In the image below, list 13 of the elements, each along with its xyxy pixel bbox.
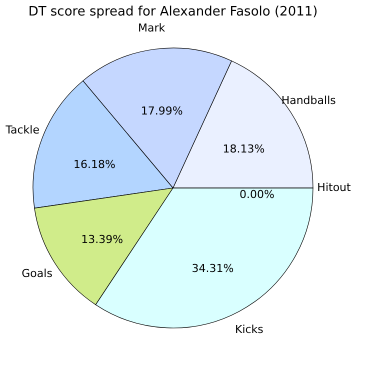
chart-title: DT score spread for Alexander Fasolo (2011) (28, 4, 318, 20)
data-label: 17.99% (140, 104, 183, 118)
slice-label: Goals (22, 267, 53, 280)
data-label: 34.31% (192, 262, 234, 275)
slice-label: Tackle (4, 124, 40, 137)
slice-label: Mark (138, 21, 166, 34)
slice-label: Kicks (234, 322, 264, 336)
data-label: 18.13% (222, 142, 265, 156)
slice-label: Handballs (281, 94, 336, 108)
category-label: Hitout (317, 181, 351, 194)
data-label: 16.18% (74, 158, 116, 172)
data-label: 13.39% (81, 232, 124, 246)
text: 0.00% (240, 188, 274, 201)
